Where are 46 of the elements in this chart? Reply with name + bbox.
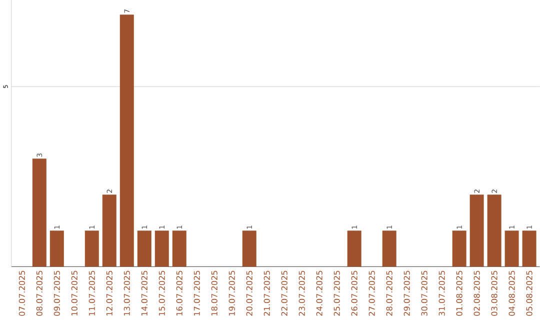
bar [154, 230, 169, 267]
x-tick-label: 05.08.2025 [526, 271, 532, 316]
x-tick-label: 14.07.2025 [141, 271, 148, 316]
x-tick-label: 15.07.2025 [158, 271, 165, 316]
x-tick-label: 20.07.2025 [246, 271, 252, 316]
bar [172, 230, 186, 267]
x-tick-label: 01.08.2025 [456, 271, 462, 316]
x-tick-label: 22.07.2025 [281, 271, 288, 316]
bar [32, 158, 46, 267]
bar [347, 230, 362, 267]
x-tick-label: 16.07.2025 [176, 271, 182, 316]
x-tick-label: 21.07.2025 [264, 271, 270, 316]
x-tick-label: 08.07.2025 [36, 271, 42, 316]
x-tick-label: 23.07.2025 [298, 271, 305, 316]
x-tick-label: 04.08.2025 [508, 271, 515, 316]
x-tick-label: 12.07.2025 [106, 271, 112, 316]
bar [522, 230, 536, 267]
x-tick-label: 02.08.2025 [474, 271, 480, 316]
bar [242, 230, 256, 267]
bar [487, 194, 502, 267]
bar [137, 230, 152, 267]
x-tick-label: 29.07.2025 [404, 271, 410, 316]
bar [504, 230, 519, 267]
x-tick-label: 24.07.2025 [316, 271, 322, 316]
bar [470, 194, 484, 267]
bar [50, 230, 64, 267]
x-tick-label: 09.07.2025 [54, 271, 60, 316]
bar [84, 230, 99, 267]
bar [120, 14, 134, 267]
x-tick-label: 07.07.2025 [18, 271, 25, 316]
bar [102, 194, 116, 267]
x-tick-label: 27.07.2025 [368, 271, 375, 316]
x-tick-label: 10.07.2025 [71, 271, 78, 316]
x-tick-label: 18.07.2025 [211, 271, 218, 316]
x-tick-label: 17.07.2025 [194, 271, 200, 316]
x-tick-label: 03.08.2025 [491, 271, 498, 316]
x-tick-label: 31.07.2025 [438, 271, 445, 316]
x-tick-label: 25.07.2025 [334, 271, 340, 316]
bar [382, 230, 396, 267]
x-tick-label: 11.07.2025 [88, 271, 95, 316]
x-tick-label: 28.07.2025 [386, 271, 392, 316]
x-tick-label: 13.07.2025 [124, 271, 130, 316]
bar [452, 230, 466, 267]
x-tick-label: 26.07.2025 [351, 271, 358, 316]
x-tick-label: 19.07.2025 [228, 271, 235, 316]
x-tick-label: 30.07.2025 [421, 271, 428, 316]
